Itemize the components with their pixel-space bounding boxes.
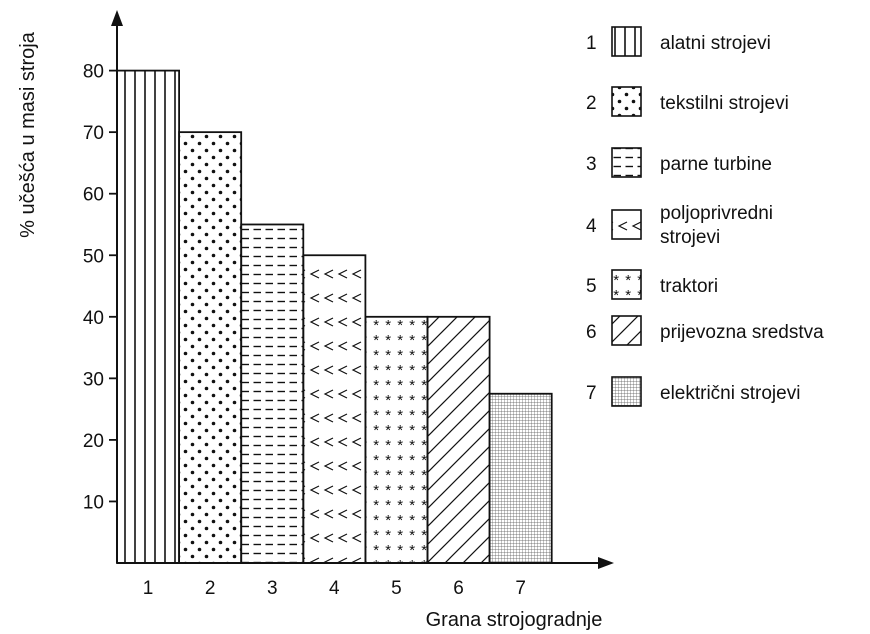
legend-swatch bbox=[611, 86, 642, 117]
bar-6 bbox=[426, 315, 491, 564]
x-tick-label: 3 bbox=[267, 578, 278, 599]
y-tick-label: 30 bbox=[83, 369, 104, 390]
legend-label: traktori bbox=[660, 276, 718, 297]
y-axis-title: % učešća u masi stroja bbox=[17, 31, 39, 238]
y-tick-label: 10 bbox=[83, 492, 104, 513]
legend-label: prijevozna sredstva bbox=[660, 322, 824, 343]
legend-label: poljoprivredni bbox=[660, 203, 773, 224]
legend-label: alatni strojevi bbox=[660, 33, 771, 54]
axes bbox=[111, 10, 614, 569]
legend: 1 alatni strojevi 2 tekstilni strojevi 3 parn… bbox=[586, 26, 824, 407]
y-tick-label: 70 bbox=[83, 123, 104, 144]
legend-label: strojevi bbox=[660, 227, 720, 248]
y-tick-label: 80 bbox=[83, 62, 104, 83]
x-tick-label: 4 bbox=[329, 578, 340, 599]
x-tick-label: 5 bbox=[391, 578, 402, 599]
bar-1 bbox=[116, 69, 180, 564]
legend-number: 2 bbox=[586, 93, 597, 114]
legend-number: 3 bbox=[586, 154, 597, 175]
legend-number: 6 bbox=[586, 322, 597, 343]
legend-number: 1 bbox=[586, 33, 597, 54]
x-axis-arrow bbox=[598, 557, 614, 569]
legend-item-3: 3 parne turbine bbox=[586, 147, 772, 178]
bar-3 bbox=[240, 223, 305, 564]
legend-number: 4 bbox=[586, 216, 597, 237]
x-tick-label: 7 bbox=[515, 578, 526, 599]
legend-label: tekstilni strojevi bbox=[660, 93, 789, 114]
x-tick-label: 6 bbox=[453, 578, 464, 599]
y-tick-label: 50 bbox=[83, 246, 104, 267]
legend-item-5: 5 traktori bbox=[586, 269, 718, 300]
legend-swatch bbox=[611, 269, 642, 300]
legend-item-4: 4 poljoprivredni strojevi bbox=[586, 203, 773, 248]
legend-item-6: 6 prijevozna sredstva bbox=[586, 315, 824, 346]
legend-swatch bbox=[611, 209, 642, 240]
y-tick-label: 60 bbox=[83, 185, 104, 206]
bar-4 bbox=[302, 254, 367, 564]
legend-swatch bbox=[611, 376, 642, 407]
legend-label: parne turbine bbox=[660, 154, 772, 175]
x-tick-label: 1 bbox=[143, 578, 154, 599]
y-tick-label: 40 bbox=[83, 308, 104, 329]
legend-swatch bbox=[611, 147, 642, 178]
legend-item-1: 1 alatni strojevi bbox=[586, 26, 771, 57]
bar-2 bbox=[178, 131, 243, 564]
legend-number: 5 bbox=[586, 276, 597, 297]
plot-area bbox=[116, 69, 553, 564]
legend-item-2: 2 tekstilni strojevi bbox=[586, 86, 789, 117]
y-tick-label: 20 bbox=[83, 431, 104, 452]
ticks: 1 2 3 4 5 6 7 10 20 30 40 50 60 70 80 bbox=[83, 62, 526, 599]
legend-item-7: 7 električni strojevi bbox=[586, 376, 800, 407]
legend-label: električni strojevi bbox=[660, 383, 800, 404]
x-axis-title: Grana strojogradnje bbox=[426, 609, 603, 631]
legend-swatch bbox=[611, 26, 642, 57]
y-axis-arrow bbox=[111, 10, 123, 26]
x-tick-label: 2 bbox=[205, 578, 216, 599]
legend-number: 7 bbox=[586, 383, 597, 404]
bar-7 bbox=[488, 392, 553, 564]
legend-swatch bbox=[611, 315, 642, 346]
bar-5 bbox=[364, 315, 429, 564]
